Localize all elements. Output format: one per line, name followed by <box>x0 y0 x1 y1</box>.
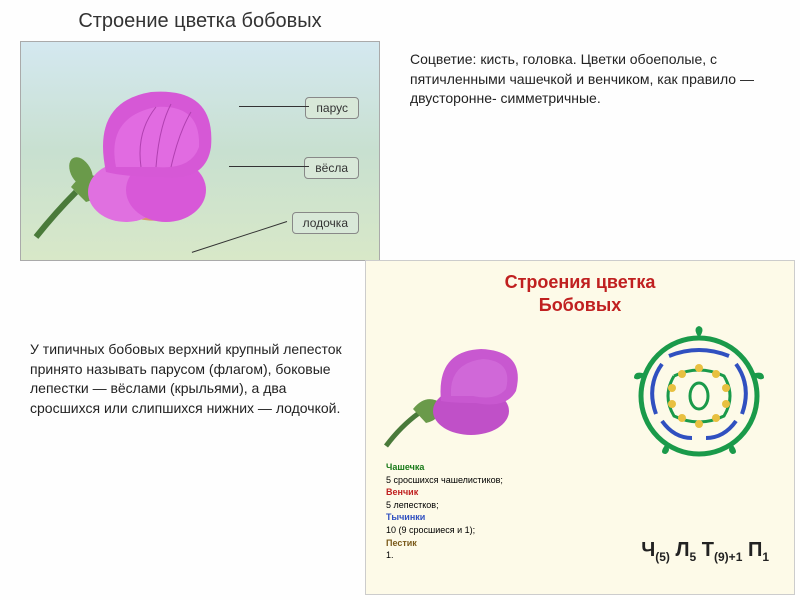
label-lodochka: лодочка <box>292 212 359 234</box>
bottom-left-text: У типичных бобовых верхний крупный лепес… <box>30 340 350 418</box>
legend-chashechka-desc: 5 сросшихся чашелистиков; <box>386 474 503 487</box>
label-parus: парус <box>305 97 359 119</box>
flower-diagram-box: парус вёсла лодочка <box>20 41 380 261</box>
br-title-line2: Бобовых <box>539 295 622 315</box>
line-parus <box>239 106 309 107</box>
top-left-title: Строение цветка бобовых <box>20 10 380 33</box>
legend-pestik-desc: 1. <box>386 549 503 562</box>
flower-illustration <box>31 72 231 242</box>
formula-l-sub: 5 <box>690 550 697 564</box>
floral-formula: Ч(5) Л5 Т(9)+1 П1 <box>641 539 769 564</box>
legend-venchik-label: Венчик <box>386 487 418 497</box>
floral-diagram <box>624 326 774 466</box>
br-title: Строения цветка Бобовых <box>366 271 794 318</box>
legend-tychinki-label: Тычинки <box>386 512 425 522</box>
legend-tychinki-desc: 10 (9 сросшиеся и 1); <box>386 524 503 537</box>
br-legend: Чашечка 5 сросшихся чашелистиков; Венчик… <box>386 461 503 562</box>
top-right-text: Соцветие: кисть, головка. Цветки обоепол… <box>410 50 780 109</box>
formula-t-sub: (9)+1 <box>714 550 742 564</box>
line-vesla <box>229 166 309 167</box>
bottom-right-panel: Строения цветка Бобовых Чашечка 5 сросши… <box>365 260 795 595</box>
br-title-line1: Строения цветка <box>505 272 656 292</box>
label-vesla: вёсла <box>304 157 359 179</box>
formula-ch: Ч <box>641 539 655 561</box>
formula-l: Л <box>676 539 690 561</box>
formula-p: П <box>748 539 762 561</box>
formula-t: Т <box>702 539 714 561</box>
top-left-panel: Строение цветка бобовых парус вёсла лод <box>20 10 380 261</box>
legend-pestik-label: Пестик <box>386 538 417 548</box>
formula-p-sub: 1 <box>762 550 769 564</box>
br-flower-illustration <box>381 331 531 451</box>
formula-ch-sub: (5) <box>655 550 670 564</box>
legend-chashechka-label: Чашечка <box>386 462 424 472</box>
legend-venchik-desc: 5 лепестков; <box>386 499 503 512</box>
